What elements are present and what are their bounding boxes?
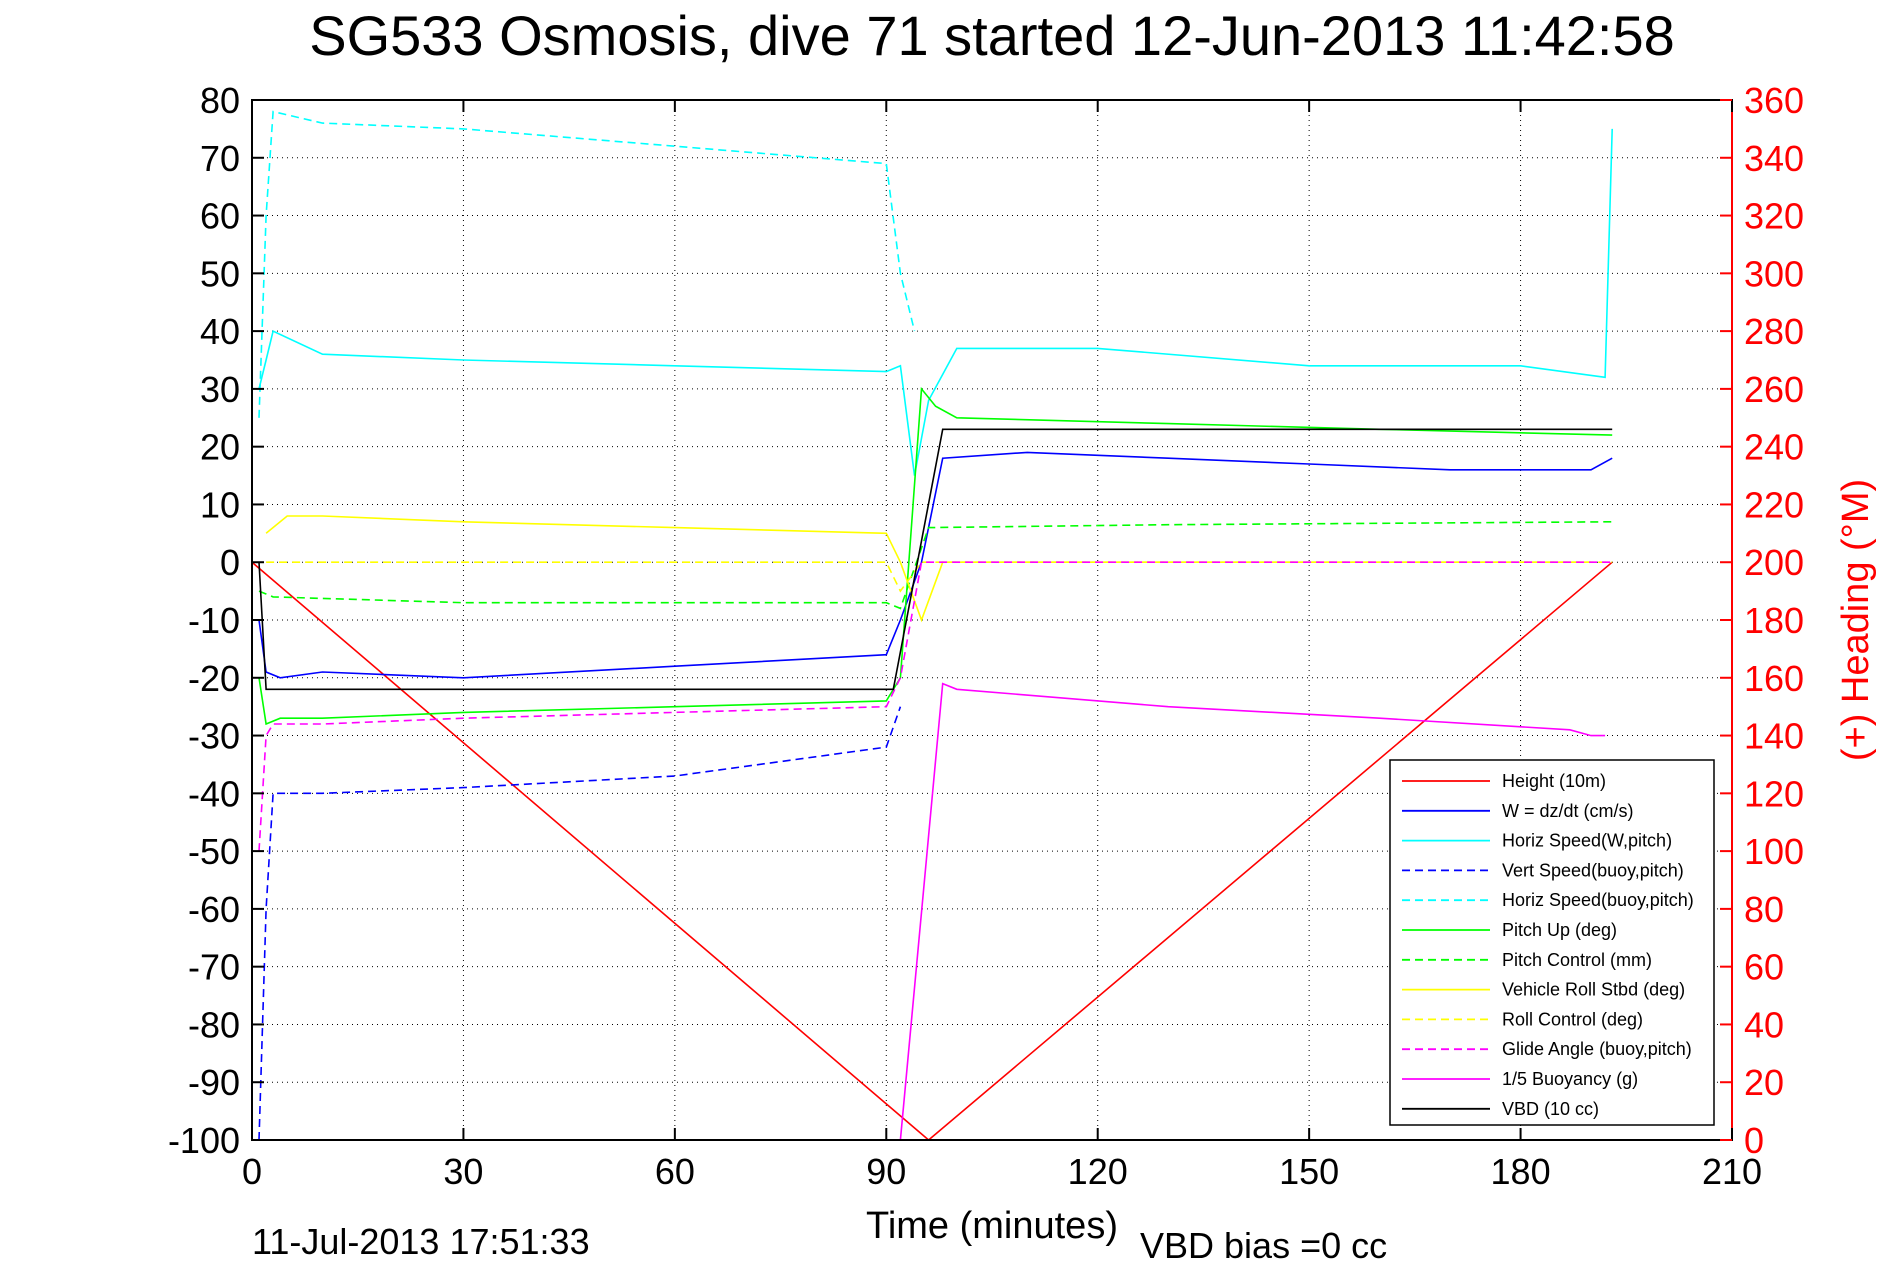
y-tick-label: 50 [200, 253, 240, 294]
y2-tick-label: 80 [1744, 889, 1784, 930]
y2-tick-label: 360 [1744, 80, 1804, 121]
legend-label-6: Pitch Control (mm) [1502, 950, 1652, 970]
y-tick-label: -50 [188, 831, 240, 872]
x-axis: 0 30 60 90 120 150 180 210 [242, 100, 1762, 1192]
legend-label-2: Horiz Speed(W,pitch) [1502, 831, 1672, 851]
y2-tick-label: 300 [1744, 253, 1804, 294]
y2-tick-label: 200 [1744, 542, 1804, 583]
y-axis-right: 3603403203002802602402202001801601401201… [1720, 80, 1804, 1161]
y2-tick-label: 60 [1744, 947, 1784, 988]
y2-tick-label: 260 [1744, 369, 1804, 410]
legend-label-4: Horiz Speed(buoy,pitch) [1502, 890, 1694, 910]
legend: Height (10m) W = dz/dt (cm/s) Horiz Speed(… [1389, 759, 1715, 1126]
y2-tick-label: 160 [1744, 658, 1804, 699]
y-tick-label: 0 [220, 542, 240, 583]
legend-label-7: Vehicle Roll Stbd (deg) [1502, 980, 1685, 1000]
y-tick-label: -70 [188, 947, 240, 988]
x-axis-label: Time (minutes) [866, 1205, 1118, 1247]
y-tick-label: -90 [188, 1062, 240, 1103]
y-axis-left: 80 70 60 50 40 30 20 10 0 -10 -20 -30 -40 -50 -60 -70 -8… [168, 80, 264, 1161]
series-line-11 [258, 428, 1613, 691]
y2-tick-label: 240 [1744, 427, 1804, 468]
x-tick-label: 90 [866, 1151, 906, 1192]
y2-tick-label: 340 [1744, 138, 1804, 179]
series-line-9 [258, 561, 1613, 852]
y-tick-label: -30 [188, 716, 240, 757]
y-tick-label: -100 [168, 1120, 240, 1161]
y2-tick-label: 40 [1744, 1004, 1784, 1045]
legend-label-0: Height (10m) [1502, 771, 1606, 791]
series-line-0 [252, 561, 1613, 1140]
y-tick-label: -80 [188, 1004, 240, 1045]
y-tick-label: 60 [200, 196, 240, 237]
footer-vbd-bias: VBD bias =0 cc [1140, 1225, 1387, 1262]
y2-tick-label: 320 [1744, 196, 1804, 237]
y-tick-label: -20 [188, 658, 240, 699]
x-tick-label: 210 [1702, 1151, 1762, 1192]
y-axis-right-label: (+) Heading (°M) [1835, 479, 1877, 761]
chart-title: SG533 Osmosis, dive 71 started 12-Jun-20… [309, 4, 1675, 67]
y2-tick-label: 0 [1744, 1120, 1764, 1161]
y2-tick-label: 120 [1744, 773, 1804, 814]
series-line-10 [893, 682, 1606, 1140]
legend-label-5: Pitch Up (deg) [1502, 920, 1617, 940]
y-tick-label: 80 [200, 80, 240, 121]
y2-tick-label: 280 [1744, 311, 1804, 352]
y2-tick-label: 180 [1744, 600, 1804, 641]
legend-label-11: VBD (10 cc) [1502, 1099, 1599, 1119]
legend-label-8: Roll Control (deg) [1502, 1009, 1643, 1029]
footer-timestamp: 11-Jul-2013 17:51:33 [252, 1221, 590, 1262]
series-line-2 [258, 128, 1613, 476]
x-tick-label: 30 [443, 1151, 483, 1192]
y2-tick-label: 20 [1744, 1062, 1784, 1103]
y-tick-label: 70 [200, 138, 240, 179]
series-line-3 [258, 706, 902, 1140]
x-tick-label: 120 [1068, 1151, 1128, 1192]
y2-tick-label: 140 [1744, 716, 1804, 757]
y-tick-label: 10 [200, 484, 240, 525]
series-layer [252, 110, 1613, 1140]
x-tick-label: 150 [1279, 1151, 1339, 1192]
y-tick-label: 20 [200, 427, 240, 468]
x-tick-label: 60 [655, 1151, 695, 1192]
y-tick-label: 40 [200, 311, 240, 352]
y-tick-label: -10 [188, 600, 240, 641]
y-tick-label: -60 [188, 889, 240, 930]
legend-label-1: W = dz/dt (cm/s) [1502, 801, 1634, 821]
legend-label-10: 1/5 Buoyancy (g) [1502, 1069, 1638, 1089]
x-tick-label: 0 [242, 1151, 262, 1192]
x-tick-label: 180 [1491, 1151, 1551, 1192]
grid [252, 100, 1732, 1140]
y2-tick-label: 220 [1744, 484, 1804, 525]
series-line-4 [258, 110, 916, 418]
legend-label-3: Vert Speed(buoy,pitch) [1502, 860, 1684, 880]
legend-box [1389, 759, 1715, 1126]
series-line-6 [258, 521, 1613, 610]
y2-tick-label: 100 [1744, 831, 1804, 872]
y-tick-label: 30 [200, 369, 240, 410]
legend-label-9: Glide Angle (buoy,pitch) [1502, 1039, 1692, 1059]
y-tick-label: -40 [188, 773, 240, 814]
